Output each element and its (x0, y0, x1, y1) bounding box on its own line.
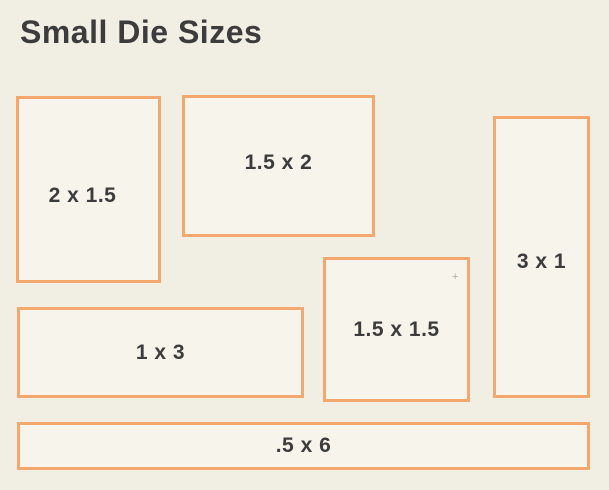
die-label: 2 x 1.5 (48, 183, 117, 207)
die-label: 1.5 x 2 (244, 151, 313, 174)
crosshair-cursor-icon: + (452, 271, 459, 283)
die-label: 1.5 x 1.5 (353, 317, 440, 341)
page-title: Small Die Sizes (20, 14, 263, 50)
die-rect-1x3: 1 x 3 (17, 307, 304, 398)
die-rect-1.5x1.5: 1.5 x 1.5 (323, 257, 470, 402)
die-rect-0.5x6: .5 x 6 (17, 422, 590, 470)
die-rect-2x1.5: 2 x 1.5 (16, 96, 161, 283)
die-label: .5 x 6 (275, 434, 332, 457)
die-rect-1.5x2: 1.5 x 2 (182, 95, 375, 237)
die-rect-3x1: 3 x 1 (493, 116, 590, 398)
die-label: 3 x 1 (516, 250, 567, 273)
die-label: 1 x 3 (135, 340, 186, 364)
